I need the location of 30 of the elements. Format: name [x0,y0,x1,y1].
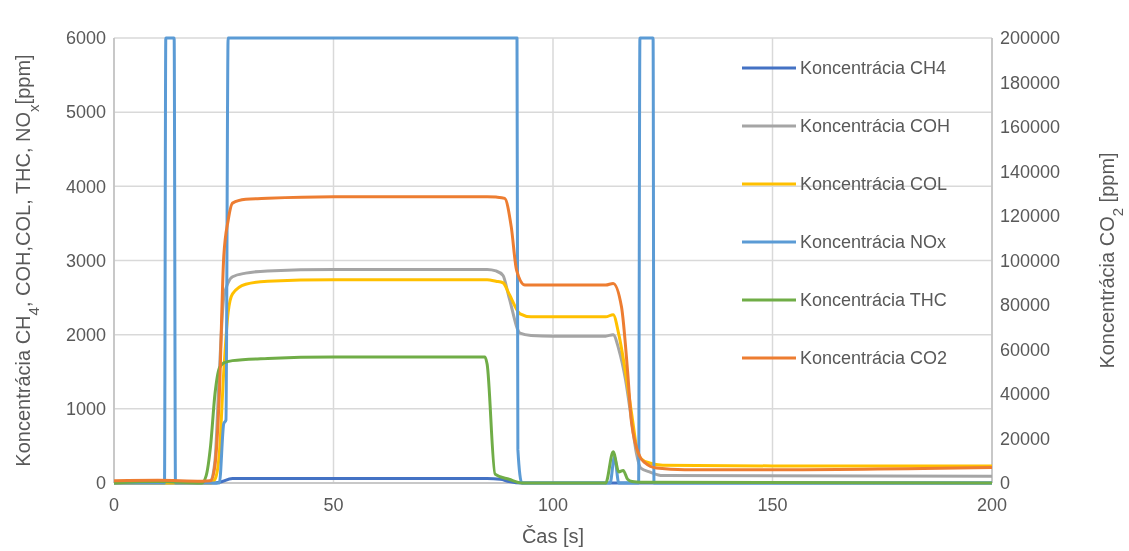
legend-label: Koncentrácia CH4 [800,58,947,79]
legend-label: Koncentrácia NOx [800,232,947,253]
y-tick-label: 0 [95,473,106,494]
y-tick-label: 6000 [65,28,106,49]
y2-tick-label: 140000 [1000,161,1061,182]
y2-tick-label: 80000 [1000,295,1051,316]
y-tick-label: 5000 [65,102,106,123]
x-tick-label: 150 [757,495,788,515]
y2-tick-label: 160000 [1000,117,1061,138]
y-tick-label: 1000 [65,399,106,420]
y-tick-label: 3000 [65,250,106,271]
legend-label: Koncentrácia THC [800,290,947,311]
y2-tick-label: 200000 [1000,28,1061,49]
y2-tick-label: 180000 [1000,72,1061,93]
y2-tick-label: 20000 [1000,428,1051,449]
legend-label: Koncentrácia COL [800,174,948,195]
legend-label: Koncentrácia CO2 [800,348,948,369]
x-tick-label: 0 [108,495,120,515]
x-axis-title: Čas [s] [521,525,585,547]
x-tick-label: 50 [323,495,344,515]
y2-tick-label: 60000 [1000,339,1051,360]
x-tick-label: 200 [976,495,1008,515]
y2-tick-label: 40000 [1000,384,1051,405]
y2-tick-label: 120000 [1000,206,1061,227]
x-tick-label: 100 [537,495,569,515]
y-tick-label: 4000 [65,176,106,197]
legend-label: Koncentrácia COH [800,116,951,137]
y2-tick-label: 100000 [1000,250,1061,271]
y2-tick-label: 0 [1000,473,1011,494]
y-tick-label: 2000 [65,324,106,345]
